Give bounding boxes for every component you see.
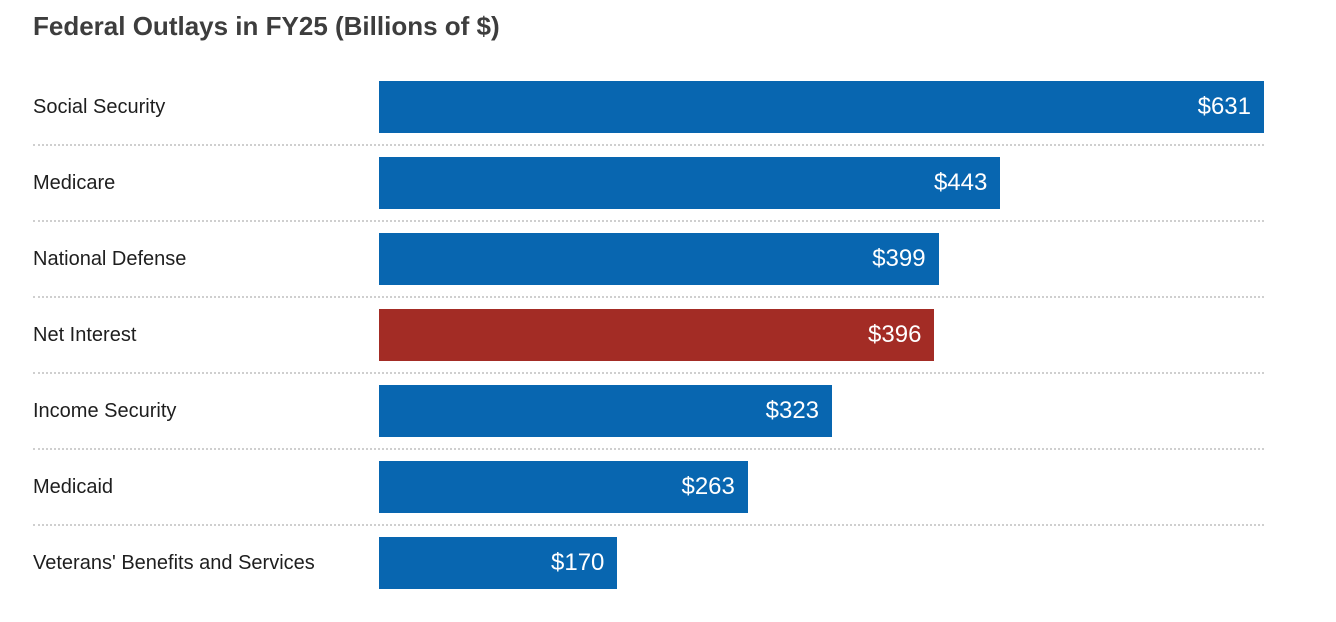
- bar-value-label: $396: [868, 321, 922, 348]
- bar: $399: [379, 233, 939, 285]
- bar-rows: Social Security $631 Medicare $443 Natio…: [33, 70, 1264, 600]
- bar-area: $443: [379, 157, 1264, 209]
- chart-row: Net Interest $396: [33, 298, 1264, 374]
- federal-outlays-bar-chart: Federal Outlays in FY25 (Billions of $) …: [33, 12, 1264, 600]
- bar-value-label: $631: [1197, 93, 1251, 120]
- bar: $170: [379, 537, 618, 589]
- chart-title: Federal Outlays in FY25 (Billions of $): [33, 11, 500, 41]
- bar-value-label: $323: [765, 397, 820, 424]
- bar-value-label: $443: [933, 169, 988, 196]
- category-label: Income Security: [33, 400, 177, 422]
- chart-row: Income Security $323: [33, 374, 1264, 450]
- bar-area: $631: [379, 81, 1264, 133]
- chart-row: Veterans' Benefits and Services $170: [33, 526, 1264, 600]
- bar: $323: [379, 385, 833, 437]
- category-label: Veterans' Benefits and Services: [33, 552, 315, 574]
- category-label: Medicare: [33, 172, 116, 194]
- bar-area: $399: [379, 233, 1264, 285]
- category-label: Net Interest: [33, 324, 137, 346]
- bar-area: $323: [379, 385, 1264, 437]
- bar: $443: [379, 157, 1001, 209]
- category-label: Medicaid: [33, 476, 114, 498]
- chart-row: Medicaid $263: [33, 450, 1264, 526]
- bar-area: $396: [379, 309, 1264, 361]
- bar: $396: [379, 309, 935, 361]
- bar: $631: [379, 81, 1264, 133]
- bar-value-label: $399: [872, 245, 926, 272]
- bar: $263: [379, 461, 748, 513]
- bar-area: $263: [379, 461, 1264, 513]
- category-label: National Defense: [33, 248, 187, 270]
- category-label: Social Security: [33, 96, 166, 118]
- bar-value-label: $170: [551, 549, 605, 576]
- chart-row: Medicare $443: [33, 146, 1264, 222]
- bar-area: $170: [379, 537, 1264, 589]
- chart-row: Social Security $631: [33, 70, 1264, 146]
- bar-value-label: $263: [681, 473, 735, 500]
- chart-row: National Defense $399: [33, 222, 1264, 298]
